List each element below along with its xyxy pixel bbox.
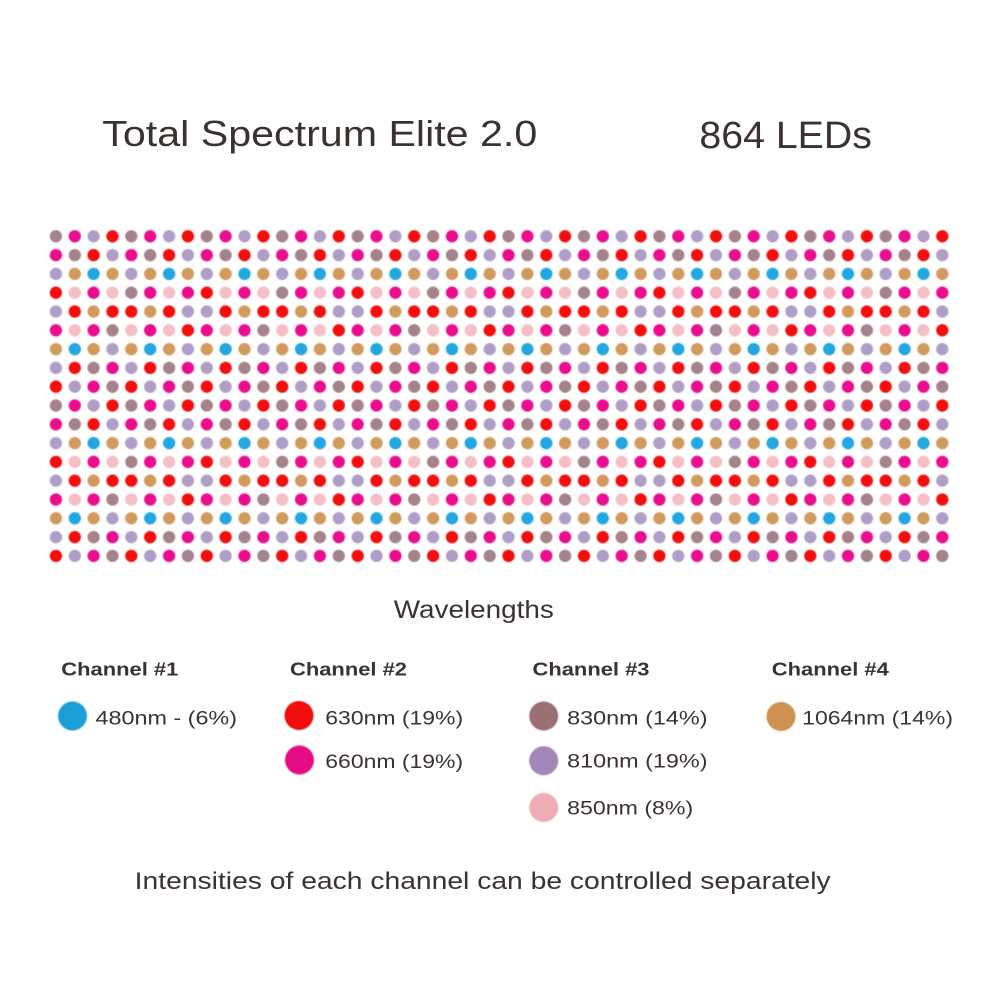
svg-text:830nm (14%): 830nm (14%) [567, 707, 707, 729]
svg-text:480nm - (6%): 480nm - (6%) [96, 707, 238, 729]
svg-text:Channel #2: Channel #2 [290, 660, 407, 681]
svg-text:Channel #4: Channel #4 [772, 660, 890, 681]
svg-text:660nm (19%): 660nm (19%) [325, 751, 463, 773]
svg-text:Channel #3: Channel #3 [533, 660, 650, 681]
svg-text:630nm (19%): 630nm (19%) [325, 707, 463, 729]
svg-text:Wavelengths: Wavelengths [394, 596, 554, 624]
svg-text:Intensities of each channel ca: Intensities of each channel can be contr… [135, 868, 831, 895]
svg-text:Channel #1: Channel #1 [61, 660, 178, 681]
svg-text:864 LEDs: 864 LEDs [699, 114, 872, 157]
svg-text:1064nm (14%): 1064nm (14%) [802, 708, 953, 730]
svg-text:810nm (19%): 810nm (19%) [567, 751, 707, 773]
svg-text:Total Spectrum Elite 2.0: Total Spectrum Elite 2.0 [102, 114, 537, 154]
svg-text:850nm (8%): 850nm (8%) [567, 798, 693, 820]
